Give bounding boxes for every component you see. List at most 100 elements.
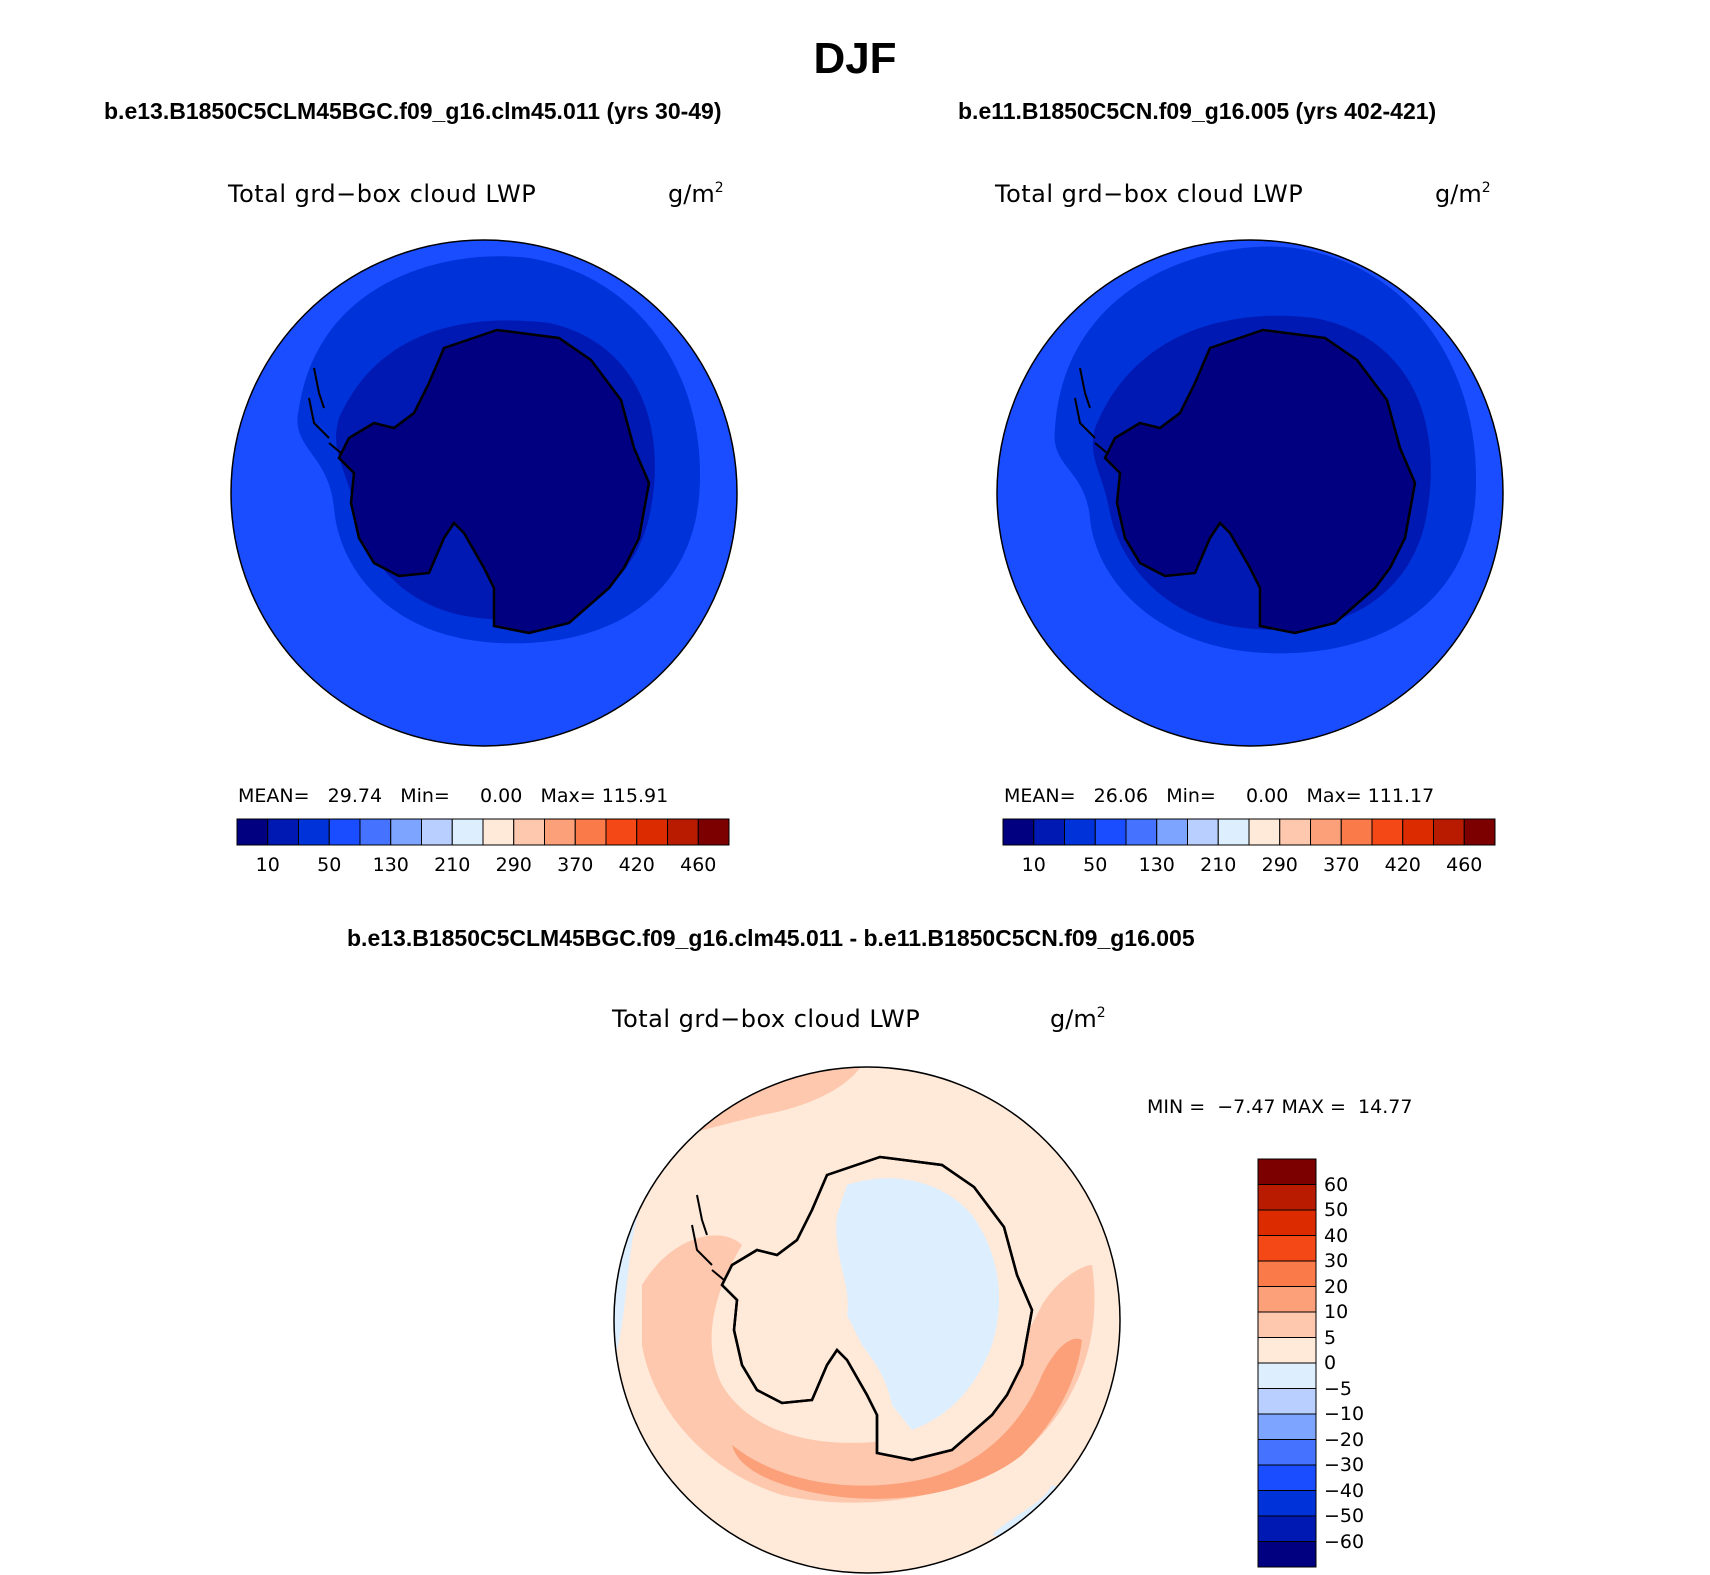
colorbar-tick-label: 10 (1021, 854, 1046, 876)
colorbar-swatch (1248, 818, 1281, 846)
colorbar-tick-label: −10 (1324, 1403, 1365, 1425)
colorbar-tick-label: 420 (618, 854, 655, 876)
colorbar-tick-label: −20 (1324, 1428, 1365, 1451)
colorbar-swatch (1433, 818, 1465, 846)
colorbar-tick-label: 0 (1324, 1352, 1337, 1374)
colorbar-swatch (421, 818, 453, 846)
colorbar-swatch (482, 818, 515, 846)
colorbar-swatch (1257, 1439, 1317, 1466)
colorbar-swatch (1064, 818, 1096, 846)
colorbar-swatch (1187, 818, 1219, 846)
colorbar-swatch (1371, 818, 1404, 846)
colorbar-tick-label: −50 (1324, 1505, 1365, 1527)
panel1-map (230, 239, 738, 747)
colorbar-swatch (1033, 818, 1065, 846)
colorbar-tick-label: −60 (1324, 1530, 1365, 1553)
difference-variable-label: Total grd−box cloud LWP (612, 1005, 921, 1033)
difference-map (613, 1066, 1121, 1574)
colorbar-tick-label: 370 (1323, 854, 1360, 876)
colorbar-swatch (697, 818, 730, 846)
difference-colorbar (1257, 1158, 1317, 1568)
colorbar-swatch (1257, 1158, 1317, 1185)
colorbar-swatch (1279, 818, 1311, 846)
colorbar-swatch (1310, 818, 1342, 846)
panel2-map (996, 239, 1504, 747)
colorbar-tick-label: −5 (1324, 1377, 1353, 1400)
colorbar-swatch (1125, 818, 1158, 846)
panel1-case-title: b.e13.B1850C5CLM45BGC.f09_g16.clm45.011 … (104, 98, 722, 124)
colorbar-swatch (1002, 818, 1035, 846)
colorbar-tick-label: 30 (1324, 1250, 1349, 1272)
colorbar-swatch (1340, 818, 1373, 846)
colorbar-tick-label: 60 (1324, 1173, 1349, 1196)
colorbar-swatch (1257, 1184, 1317, 1211)
panel2-colorbar (1002, 818, 1496, 846)
colorbar-tick-label: 460 (680, 854, 717, 876)
colorbar-tick-label: 130 (1138, 854, 1175, 876)
colorbar-swatch (544, 818, 576, 846)
colorbar-tick-label: 290 (1261, 854, 1298, 876)
colorbar-tick-label: 460 (1446, 854, 1483, 876)
colorbar-swatch (1257, 1362, 1317, 1389)
colorbar-tick-label: 130 (372, 854, 409, 876)
colorbar-tick-label: 5 (1324, 1326, 1337, 1349)
main-title: DJF (813, 34, 897, 83)
colorbar-swatch (451, 818, 484, 846)
difference-title: b.e13.B1850C5CLM45BGC.f09_g16.clm45.011 … (347, 925, 1195, 951)
colorbar-swatch (667, 818, 699, 846)
colorbar-tick-label: 10 (1324, 1301, 1349, 1323)
colorbar-swatch (636, 818, 668, 846)
colorbar-swatch (605, 818, 638, 846)
colorbar-swatch (1257, 1515, 1317, 1542)
difference-stats: MIN = −7.47 MAX = 14.77 (1147, 1096, 1413, 1118)
colorbar-swatch (1257, 1388, 1317, 1415)
panel2-variable-label: Total grd−box cloud LWP (995, 180, 1304, 208)
colorbar-swatch (513, 818, 545, 846)
colorbar-tick-label: 290 (495, 854, 532, 876)
colorbar-swatch (1257, 1209, 1317, 1236)
colorbar-tick-label: −40 (1324, 1479, 1365, 1502)
colorbar-swatch (1257, 1541, 1317, 1568)
difference-units: g/m2 (1050, 1005, 1106, 1033)
colorbar-swatch (1463, 818, 1496, 846)
colorbar-tick-label: 50 (1083, 854, 1108, 876)
colorbar-tick-label: 210 (1200, 854, 1237, 876)
colorbar-swatch (298, 818, 330, 846)
colorbar-swatch (236, 818, 269, 846)
colorbar-tick-label: −30 (1324, 1454, 1365, 1476)
colorbar-swatch (1257, 1235, 1317, 1262)
colorbar-tick-label: 370 (557, 854, 594, 876)
panel2-case-title: b.e11.B1850C5CN.f09_g16.005 (yrs 402-421… (958, 98, 1437, 124)
colorbar-tick-label: 10 (255, 854, 280, 876)
colorbar-swatch (1156, 818, 1188, 846)
colorbar-swatch (328, 818, 361, 846)
panel2-colorbar-ticks: 10 50 130 210 290 370 420 460 (1003, 854, 1495, 878)
colorbar-swatch (1402, 818, 1434, 846)
colorbar-tick-label: 50 (317, 854, 342, 876)
colorbar-tick-label: 40 (1324, 1224, 1349, 1247)
colorbar-swatch (1257, 1337, 1317, 1364)
colorbar-swatch (1217, 818, 1250, 846)
colorbar-swatch (1257, 1490, 1317, 1517)
colorbar-tick-label: 420 (1384, 854, 1421, 876)
colorbar-swatch (1257, 1286, 1317, 1313)
colorbar-swatch (359, 818, 392, 846)
panel1-colorbar-ticks: 10 50 130 210 290 370 420 460 (237, 854, 729, 878)
panel1-variable-label: Total grd−box cloud LWP (228, 180, 537, 208)
panel1-units: g/m2 (668, 180, 724, 208)
colorbar-tick-label: 50 (1324, 1199, 1349, 1221)
colorbar-swatch (267, 818, 299, 846)
colorbar-swatch (1257, 1260, 1317, 1287)
difference-colorbar-ticks: 60 50 40 30 20 10 5 0 −5 −10 −20 −30 −40 −50 −60 (1324, 1159, 1404, 1567)
panel1-colorbar (236, 818, 730, 846)
colorbar-swatch (1257, 1311, 1317, 1338)
colorbar-swatch (1094, 818, 1127, 846)
panel1-stats: MEAN= 29.74 Min= 0.00 Max= 115.91 (238, 785, 669, 807)
colorbar-swatch (390, 818, 422, 846)
colorbar-tick-label: 20 (1324, 1275, 1349, 1298)
colorbar-tick-label: 210 (434, 854, 471, 876)
panel2-units: g/m2 (1435, 180, 1491, 208)
colorbar-swatch (1257, 1413, 1317, 1440)
colorbar-swatch (574, 818, 607, 846)
panel2-stats: MEAN= 26.06 Min= 0.00 Max= 111.17 (1004, 785, 1435, 807)
